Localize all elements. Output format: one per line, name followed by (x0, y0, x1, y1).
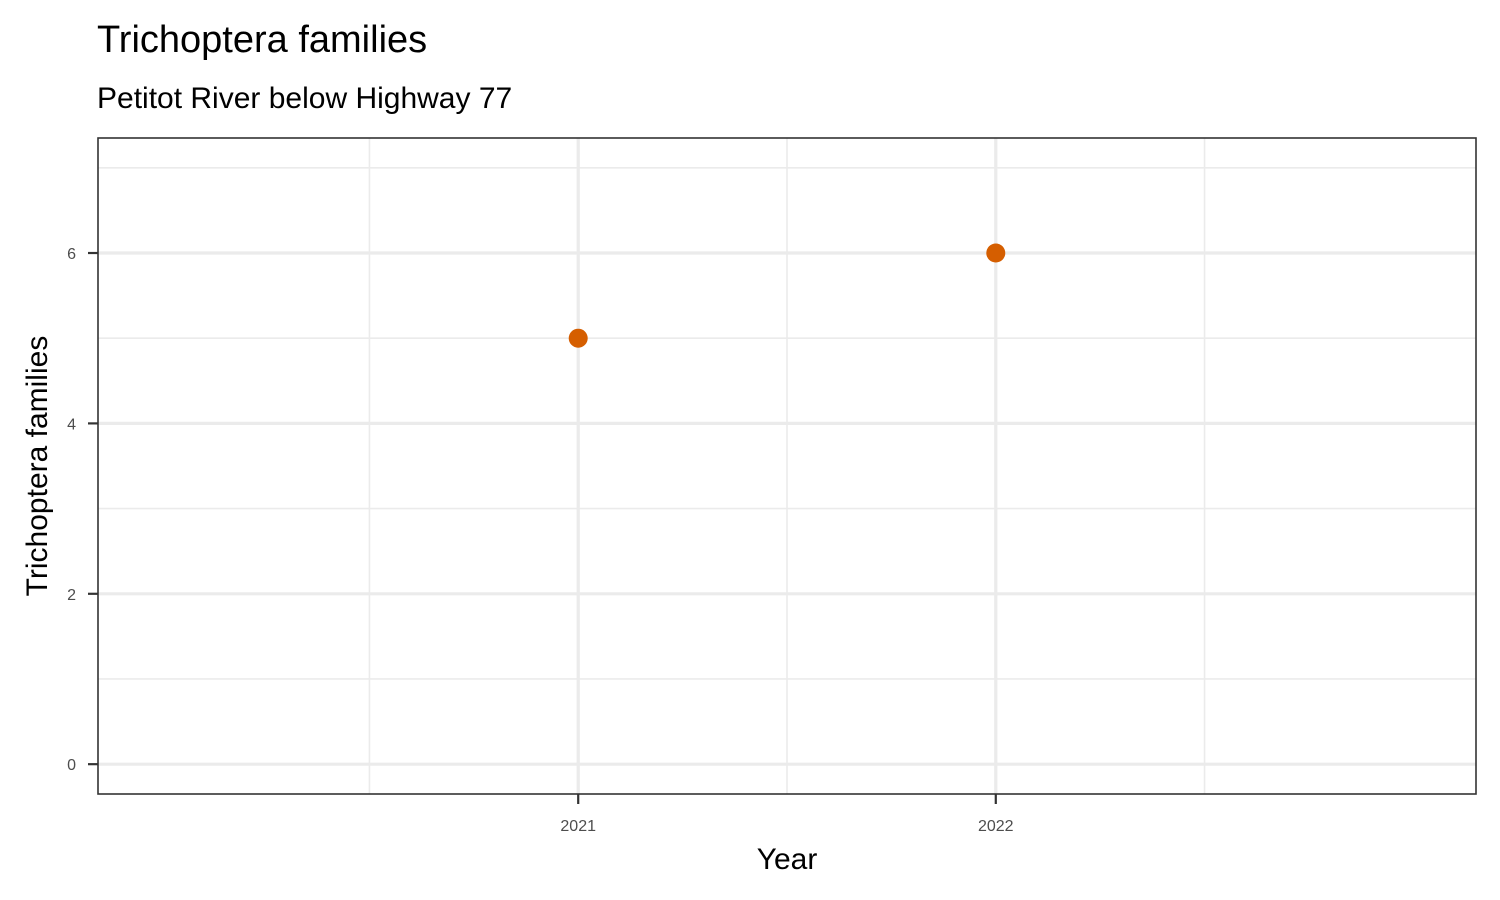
data-point (986, 243, 1006, 263)
y-axis: 0 2 4 6 (67, 246, 98, 774)
panel-border (97, 137, 1477, 795)
y-tick-label: 4 (67, 416, 76, 433)
x-tick-label: 2021 (560, 818, 596, 835)
y-tick-label: 2 (67, 587, 76, 604)
x-tick-label: 2022 (978, 818, 1014, 835)
y-tick-label: 0 (67, 757, 76, 774)
y-axis-title: Trichoptera families (21, 336, 54, 597)
plot-panel (97, 137, 1477, 795)
chart-subtitle: Petitot River below Highway 77 (97, 82, 512, 115)
y-tick-label: 6 (67, 246, 76, 263)
x-axis-title: Year (757, 843, 818, 876)
data-point (568, 328, 588, 348)
data-points (568, 243, 1006, 348)
x-axis: 2021 2022 (560, 794, 1014, 835)
chart-title: Trichoptera families (97, 19, 427, 61)
